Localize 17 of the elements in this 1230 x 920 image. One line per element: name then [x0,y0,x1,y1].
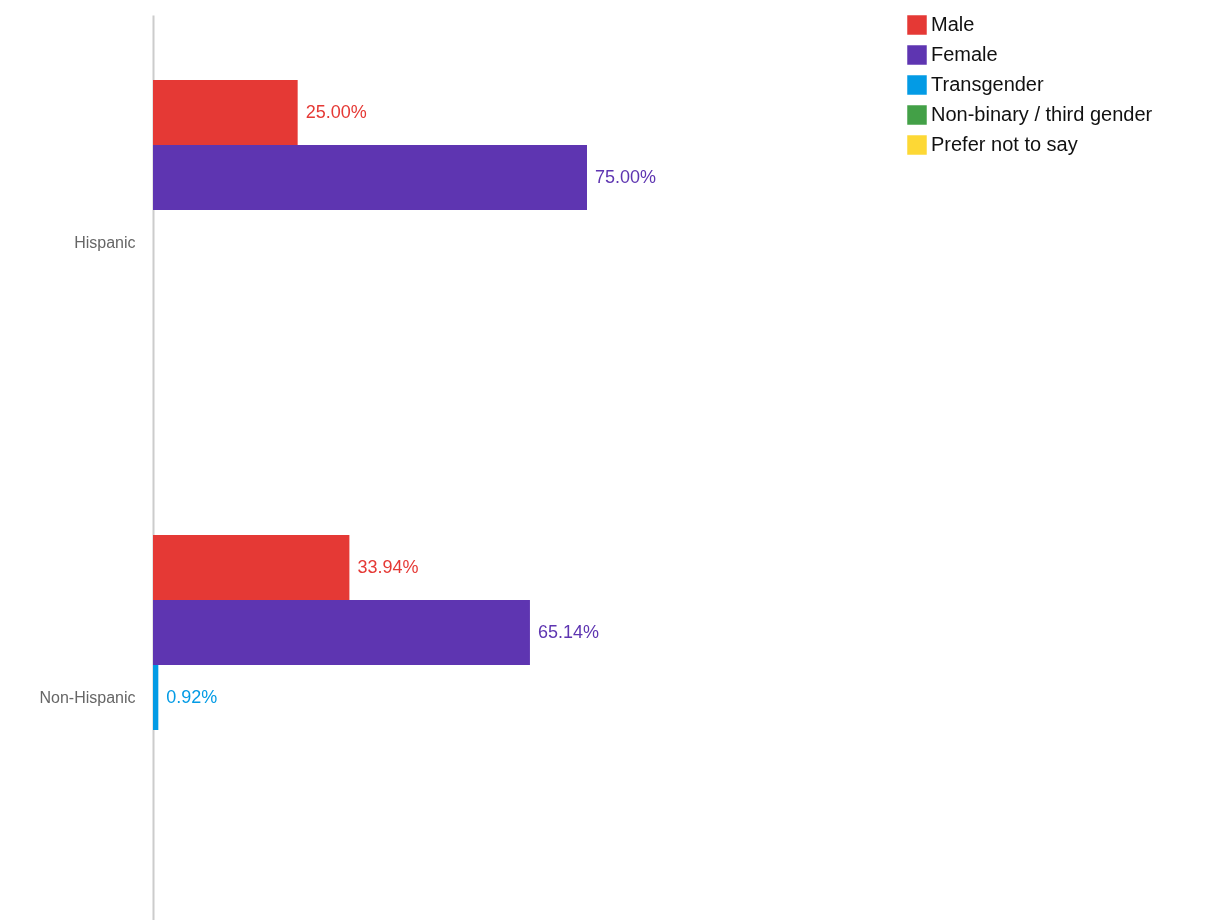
data-label: 65.14% [537,621,600,642]
data-label: 75.00% [595,166,657,187]
data-label: 33.94% [357,556,419,577]
bar [153,665,159,730]
legend-label: Non-binary / third gender [931,103,1153,125]
legend-label: Prefer not to say [931,133,1078,155]
data-label: 25.00% [305,101,367,122]
y-tick-label: Hispanic [74,233,136,251]
bar [153,600,530,665]
legend-label: Male [931,13,975,35]
bar [153,80,298,145]
legend-label: Transgender [931,73,1044,95]
bar [153,535,350,600]
data-label: 0.92% [166,686,218,707]
y-tick-label: Non-Hispanic [39,688,136,706]
bar [153,145,587,210]
legend-label: Female [931,43,998,65]
